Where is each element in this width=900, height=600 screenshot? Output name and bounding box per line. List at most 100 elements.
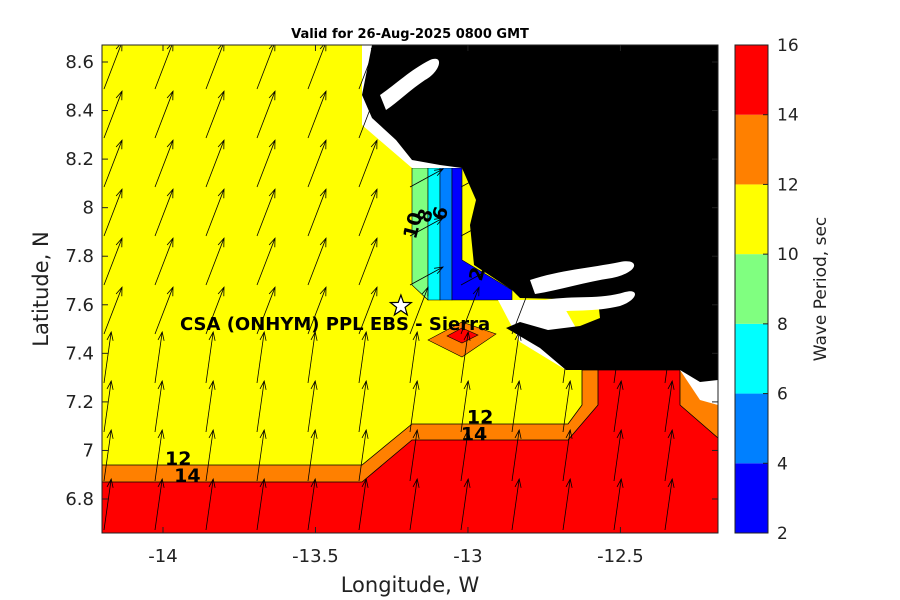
direction-arrow-head — [268, 286, 276, 297]
direction-arrow-head — [166, 45, 174, 52]
contour-label: 12 — [467, 407, 493, 429]
contour-label: 12 — [165, 448, 191, 470]
direction-arrow-head — [370, 286, 378, 297]
direction-arrow — [664, 380, 673, 433]
x-tick-label: -13.5 — [292, 546, 339, 567]
colorbar-tick-label: 10 — [777, 245, 799, 265]
direction-arrow-head — [412, 330, 420, 341]
direction-arrow — [205, 331, 214, 384]
colorbar-tick-label: 12 — [777, 175, 799, 195]
direction-arrow — [460, 331, 469, 384]
direction-arrow — [511, 331, 520, 384]
direction-arrow-head — [319, 90, 327, 101]
direction-arrow-head — [268, 237, 276, 248]
direction-arrow — [358, 140, 378, 188]
direction-arrow-head — [667, 428, 675, 439]
plot-frame — [101, 44, 719, 534]
y-tick-label: 7.4 — [65, 343, 94, 364]
direction-arrow — [307, 478, 316, 531]
y-tick-label: 7.6 — [65, 295, 94, 316]
direction-arrow — [103, 331, 112, 384]
colorbar-segment — [735, 114, 768, 185]
direction-arrow — [154, 287, 174, 335]
direction-arrow — [358, 189, 378, 237]
colorbar: 2 4 6 8 10 12 14 16 — [734, 36, 799, 544]
direction-arrow — [256, 189, 276, 237]
direction-arrow — [613, 429, 622, 482]
direction-arrow-head — [115, 237, 123, 248]
direction-arrow — [562, 380, 571, 433]
direction-arrow — [307, 189, 327, 237]
direction-arrow — [256, 91, 276, 139]
direction-arrow-head — [370, 237, 378, 248]
direction-arrow-head — [157, 428, 165, 439]
direction-arrow — [154, 331, 163, 384]
direction-arrow — [409, 478, 418, 531]
direction-arrow-head — [208, 428, 216, 439]
direction-arrow — [205, 287, 225, 335]
direction-arrow-head — [434, 168, 445, 177]
colorbar-segment — [735, 323, 768, 394]
direction-arrow-head — [115, 188, 123, 199]
direction-arrow-head — [463, 330, 471, 341]
direction-arrow — [103, 380, 112, 433]
direction-arrow-head — [361, 477, 369, 488]
direction-arrow-head — [208, 477, 216, 488]
direction-arrow — [154, 140, 174, 188]
direction-arrow — [460, 380, 469, 433]
plot-area — [102, 45, 718, 533]
direction-arrow — [307, 331, 316, 384]
direction-arrow — [358, 287, 378, 335]
direction-arrow-head — [370, 45, 378, 52]
direction-arrow-head — [157, 477, 165, 488]
y-tick-label: 7 — [83, 440, 94, 461]
colorbar-tick-label: 16 — [777, 36, 799, 56]
direction-arrow-head — [523, 286, 531, 297]
direction-arrow — [664, 429, 673, 482]
direction-arrow — [256, 45, 275, 90]
direction-arrow-head — [157, 379, 165, 390]
direction-arrow-head — [268, 90, 276, 101]
direction-arrow-head — [268, 45, 276, 52]
site-marker-group: CSA (ONHYM) PPL EBS - Sierra — [180, 293, 490, 335]
colorbar-tick-label: 8 — [777, 315, 788, 335]
direction-arrow-head — [166, 90, 174, 101]
direction-arrow — [154, 478, 163, 531]
y-tick-label: 7.2 — [65, 392, 94, 413]
direction-arrow-head — [217, 139, 225, 150]
direction-arrow-head — [166, 188, 174, 199]
direction-arrow-head — [259, 428, 267, 439]
direction-arrow-head — [370, 188, 378, 199]
colorbar-tick-label: 6 — [777, 385, 788, 405]
direction-arrow — [664, 478, 673, 531]
direction-arrow — [205, 380, 214, 433]
chart-title: Valid for 26-Aug-2025 0800 GMT — [291, 27, 529, 42]
direction-arrow — [256, 287, 276, 335]
direction-arrow — [613, 478, 622, 531]
direction-arrow — [460, 429, 469, 482]
colorbar-tick-label: 14 — [777, 106, 799, 126]
colorbar-segment — [735, 463, 768, 533]
direction-arrow-head — [463, 477, 471, 488]
direction-arrow-head — [217, 286, 225, 297]
direction-arrow — [307, 287, 327, 335]
direction-arrow — [409, 217, 444, 237]
direction-arrow-head — [217, 45, 225, 52]
contour-label: 14 — [461, 424, 487, 446]
direction-arrow — [205, 91, 225, 139]
direction-arrow — [154, 380, 163, 433]
direction-arrow — [511, 429, 520, 482]
direction-arrow-head — [217, 237, 225, 248]
estuary-north — [380, 58, 440, 110]
direction-arrow-head — [565, 330, 573, 341]
direction-arrow-head — [616, 330, 624, 341]
direction-arrow — [256, 331, 265, 384]
y-tick-label: 6.8 — [65, 489, 94, 510]
colorbar-tick-label: 2 — [777, 524, 788, 544]
direction-arrow-head — [319, 139, 327, 150]
direction-arrow-head — [616, 379, 624, 390]
y-tick-label: 8.4 — [65, 101, 94, 122]
direction-arrow — [205, 189, 225, 237]
direction-arrow — [511, 287, 531, 335]
